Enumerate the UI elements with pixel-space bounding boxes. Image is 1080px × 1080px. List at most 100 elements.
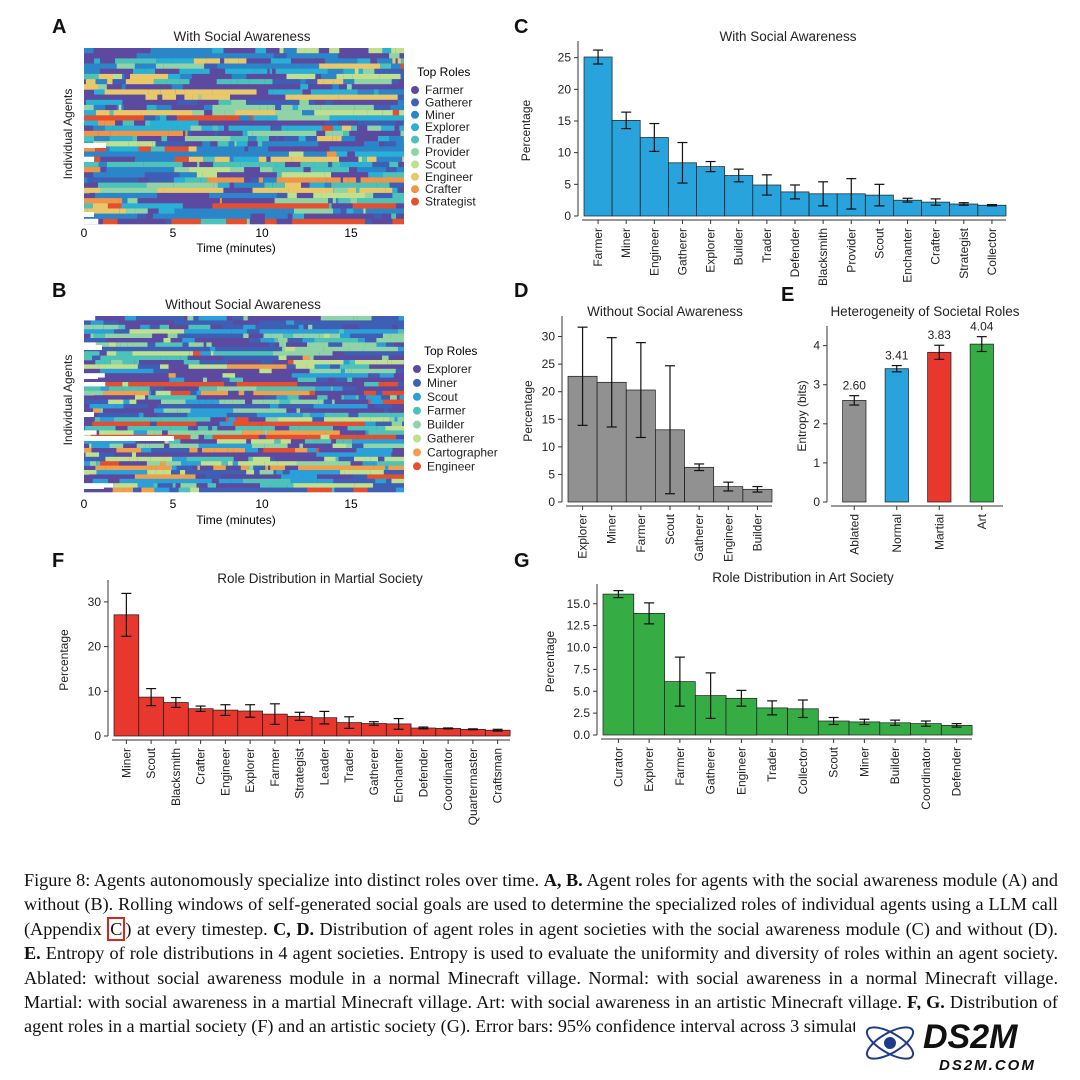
heatmap-cell — [256, 412, 289, 418]
heatmap-cell — [297, 104, 312, 111]
heatmap-cell — [162, 94, 177, 101]
heatmap-cell — [226, 218, 234, 225]
heatmap-cell — [318, 399, 324, 405]
heatmap-cell — [260, 360, 273, 365]
heatmap-cell — [246, 461, 265, 466]
heatmap-cell — [116, 213, 123, 220]
panel-f-x-tick-label: Blacksmith — [169, 748, 183, 806]
heatmap-cell — [376, 360, 388, 365]
heatmap-cell — [108, 439, 136, 444]
heatmap-cell — [203, 377, 208, 383]
panel-f-y-tick-label: 10 — [88, 684, 102, 698]
heatmap-cell — [248, 465, 254, 471]
heatmap-cell — [119, 478, 172, 484]
heatmap-cell — [252, 456, 271, 462]
panel-c-bar-farmer — [583, 56, 613, 217]
heatmap-cell — [269, 136, 277, 142]
heatmap-cell — [329, 434, 340, 440]
panel-f-x-tick-label: Gatherer — [367, 748, 381, 795]
heatmap-cell — [358, 156, 363, 163]
heatmap-cell — [168, 130, 183, 137]
heatmap-cell — [99, 346, 141, 352]
heatmap-cell — [160, 355, 167, 361]
heatmap-cell — [179, 68, 183, 75]
panel-f-x-tick-label: Leader — [317, 748, 331, 785]
heatmap-cell — [296, 408, 301, 414]
heatmap-cell — [382, 333, 391, 339]
panel-e-y-tick-label: 2 — [813, 417, 820, 431]
heatmap-cell — [256, 89, 269, 95]
heatmap-cell — [284, 136, 297, 142]
heatmap-cell — [106, 338, 164, 343]
heatmap-cell — [331, 408, 377, 414]
heatmap-cell — [244, 84, 301, 90]
heatmap-cell — [155, 68, 180, 75]
heatmap-cell — [151, 448, 163, 453]
heatmap-cell — [193, 351, 201, 356]
heatmap-cell — [166, 470, 171, 475]
heatmap-cell — [196, 395, 251, 400]
heatmap-cell — [212, 110, 225, 116]
heatmap-cell — [246, 470, 255, 475]
legend-label-provider: Provider — [425, 145, 470, 159]
heatmap-cell — [364, 421, 376, 427]
heatmap-cell — [340, 208, 347, 214]
panel-g-y-tick-label: 12.5 — [567, 619, 591, 633]
heatmap-cell — [291, 79, 301, 85]
heatmap-cell — [243, 324, 256, 330]
panel-d-x-tick-label: Builder — [750, 514, 764, 551]
heatmap-cell — [278, 404, 286, 409]
heatmap-cell — [326, 151, 337, 157]
heatmap-cell — [183, 360, 200, 365]
heatmap-cell — [89, 404, 101, 409]
appendix-link[interactable]: C — [107, 916, 126, 941]
heatmap-cell — [246, 439, 251, 444]
heatmap-cell — [185, 130, 188, 137]
heatmap-cell — [270, 218, 277, 225]
heatmap-cell — [274, 198, 329, 204]
heatmap-cell — [269, 342, 275, 348]
heatmap-cell — [315, 58, 326, 64]
panel-a-xlabel: Time (minutes) — [196, 241, 276, 255]
heatmap-cell — [169, 368, 185, 374]
heatmap-cell — [319, 351, 333, 356]
heatmap-cell — [346, 120, 359, 126]
heatmap-cell — [276, 368, 310, 374]
heatmap-cell — [228, 63, 245, 69]
heatmap-cell — [357, 125, 368, 132]
heatmap-cell — [176, 94, 185, 101]
heatmap-cell — [231, 73, 247, 80]
heatmap-cell — [215, 346, 218, 352]
heatmap-cell — [286, 448, 295, 453]
heatmap-cell — [343, 324, 360, 330]
heatmap-cell — [267, 430, 326, 436]
heatmap-cell — [376, 390, 383, 396]
heatmap-cell — [257, 182, 265, 189]
heatmap-cell — [93, 324, 104, 330]
heatmap-cell — [243, 333, 249, 339]
heatmap-cell — [230, 94, 286, 101]
heatmap-cell — [382, 404, 393, 409]
heatmap-cell — [351, 355, 355, 361]
heatmap-cell — [135, 439, 159, 444]
heatmap-cell — [332, 161, 340, 168]
heatmap-cell — [84, 73, 99, 80]
heatmap-cell — [84, 320, 91, 326]
heatmap-cell — [124, 487, 134, 493]
heatmap-cell — [96, 461, 101, 466]
panel-g-y-tick-label: 2.5 — [573, 706, 590, 720]
heatmap-cell — [180, 483, 197, 488]
heatmap-cell — [299, 89, 303, 95]
heatmap-cell — [97, 456, 106, 462]
heatmap-cell — [123, 104, 147, 111]
heatmap-cell — [155, 470, 164, 475]
heatmap-cell — [235, 426, 262, 431]
heatmap-cell — [324, 417, 371, 422]
heatmap-cell — [196, 421, 220, 427]
panel-g-y-tick-label: 15.0 — [567, 597, 591, 611]
heatmap-cell — [399, 192, 404, 199]
heatmap-cell — [394, 417, 398, 422]
heatmap-cell — [343, 130, 350, 137]
heatmap-cell — [264, 213, 276, 220]
heatmap-cell — [150, 136, 162, 142]
